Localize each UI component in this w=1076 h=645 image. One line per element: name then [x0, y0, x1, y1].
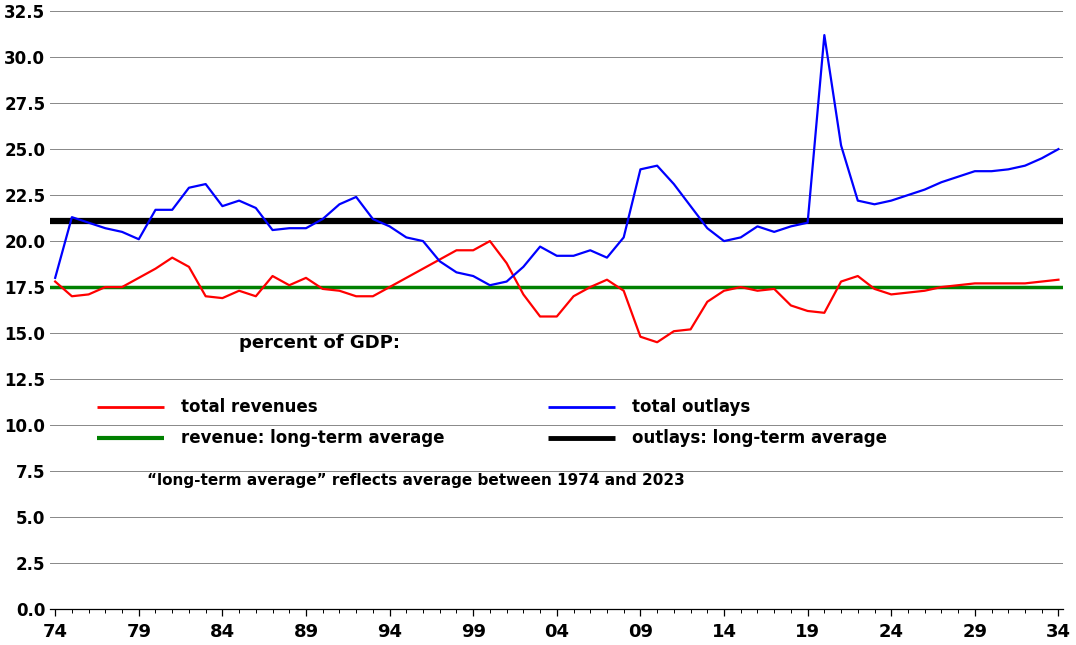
Text: outlays: long-term average: outlays: long-term average	[632, 429, 887, 447]
Text: total revenues: total revenues	[181, 397, 317, 415]
Text: revenue: long-term average: revenue: long-term average	[181, 429, 444, 447]
Text: “long-term average” reflects average between 1974 and 2023: “long-term average” reflects average bet…	[147, 473, 685, 488]
Text: total outlays: total outlays	[632, 397, 750, 415]
Text: percent of GDP:: percent of GDP:	[239, 333, 400, 352]
